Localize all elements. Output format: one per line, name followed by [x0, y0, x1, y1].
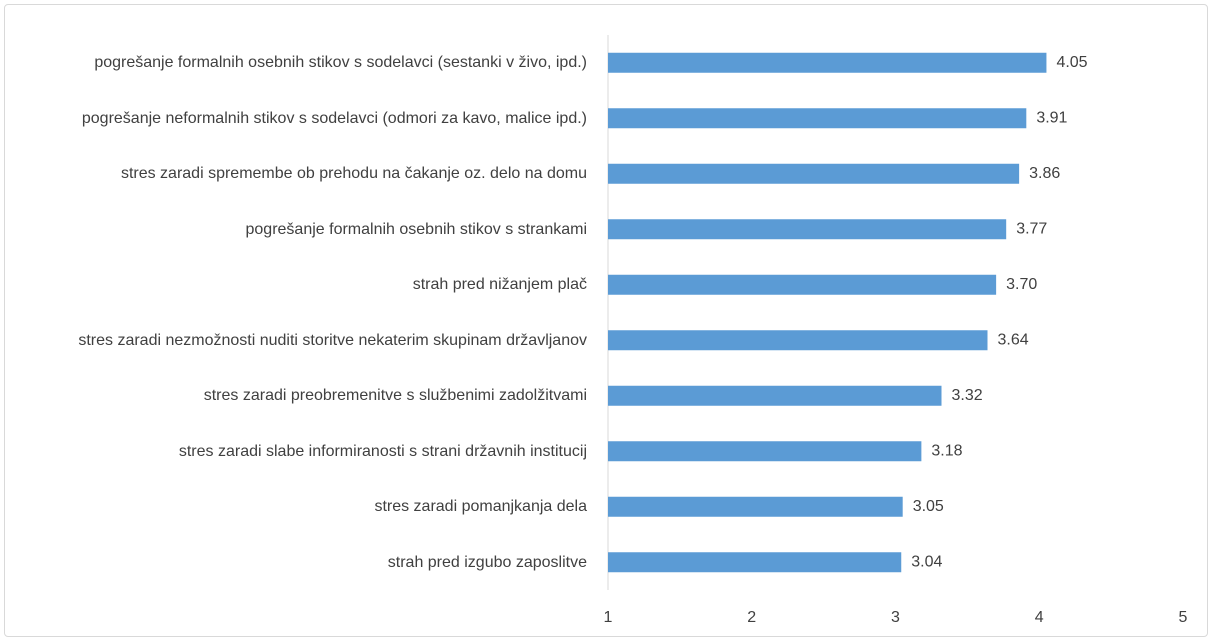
- x-tick-label: 1: [604, 609, 613, 626]
- y-tick-label: pogrešanje formalnih osebnih stikov s st…: [245, 220, 588, 238]
- x-tick-label: 3: [891, 609, 900, 626]
- category-label-box: pogrešanje neformalnih stikov s sodelavc…: [22, 91, 587, 146]
- bar: [608, 552, 902, 573]
- y-tick-label: strah pred izgubo zaposlitve: [387, 553, 587, 571]
- bar: [608, 385, 942, 406]
- category-label-box: strah pred nižanjem plač: [22, 257, 587, 312]
- value-label: 3.18: [931, 442, 962, 459]
- chart-frame: [4, 4, 1208, 637]
- bar: [608, 496, 903, 517]
- category-label-box: stres zaradi preobremenitve s službenimi…: [22, 368, 587, 423]
- bar: [608, 274, 997, 295]
- y-tick-label: stres zaradi slabe informiranosti s stra…: [178, 442, 587, 460]
- category-label-box: stres zaradi nezmožnosti nuditi storitve…: [22, 313, 587, 368]
- y-tick-label: stres zaradi preobremenitve s službenimi…: [203, 387, 587, 405]
- value-label: 3.77: [1016, 220, 1047, 237]
- value-label: 3.05: [913, 498, 944, 515]
- y-tick-label: pogrešanje neformalnih stikov s sodelavc…: [81, 109, 587, 127]
- category-label-box: stres zaradi spremembe ob prehodu na čak…: [22, 146, 587, 201]
- y-tick-label: pogrešanje formalnih osebnih stikov s so…: [94, 54, 587, 72]
- category-label-box: strah pred izgubo zaposlitve: [22, 535, 587, 590]
- value-label: 4.05: [1056, 54, 1087, 71]
- bar: [608, 163, 1020, 184]
- x-tick-label: 2: [747, 609, 756, 626]
- y-tick-label: stres zaradi pomanjkanja dela: [374, 498, 587, 516]
- y-tick-label: stres zaradi spremembe ob prehodu na čak…: [120, 165, 587, 183]
- category-label-box: pogrešanje formalnih osebnih stikov s so…: [22, 35, 587, 90]
- value-label: 3.32: [952, 387, 983, 404]
- value-label: 3.04: [911, 553, 942, 570]
- value-label: 3.86: [1029, 165, 1060, 182]
- category-label-box: stres zaradi slabe informiranosti s stra…: [22, 424, 587, 479]
- bar: [608, 441, 922, 462]
- value-label: 3.91: [1036, 109, 1067, 126]
- x-tick-label: 5: [1179, 609, 1188, 626]
- y-tick-label: strah pred nižanjem plač: [412, 276, 587, 294]
- value-label: 3.64: [998, 331, 1029, 348]
- y-tick-label: stres zaradi nezmožnosti nuditi storitve…: [78, 331, 587, 349]
- bar: [608, 330, 988, 351]
- x-tick-label: 4: [1035, 609, 1044, 626]
- value-label: 3.70: [1006, 276, 1037, 293]
- category-label-box: pogrešanje formalnih osebnih stikov s st…: [22, 202, 588, 257]
- bar: [608, 52, 1047, 73]
- bar: [608, 108, 1027, 129]
- category-label-box: stres zaradi pomanjkanja dela: [22, 479, 587, 534]
- bar: [608, 219, 1007, 240]
